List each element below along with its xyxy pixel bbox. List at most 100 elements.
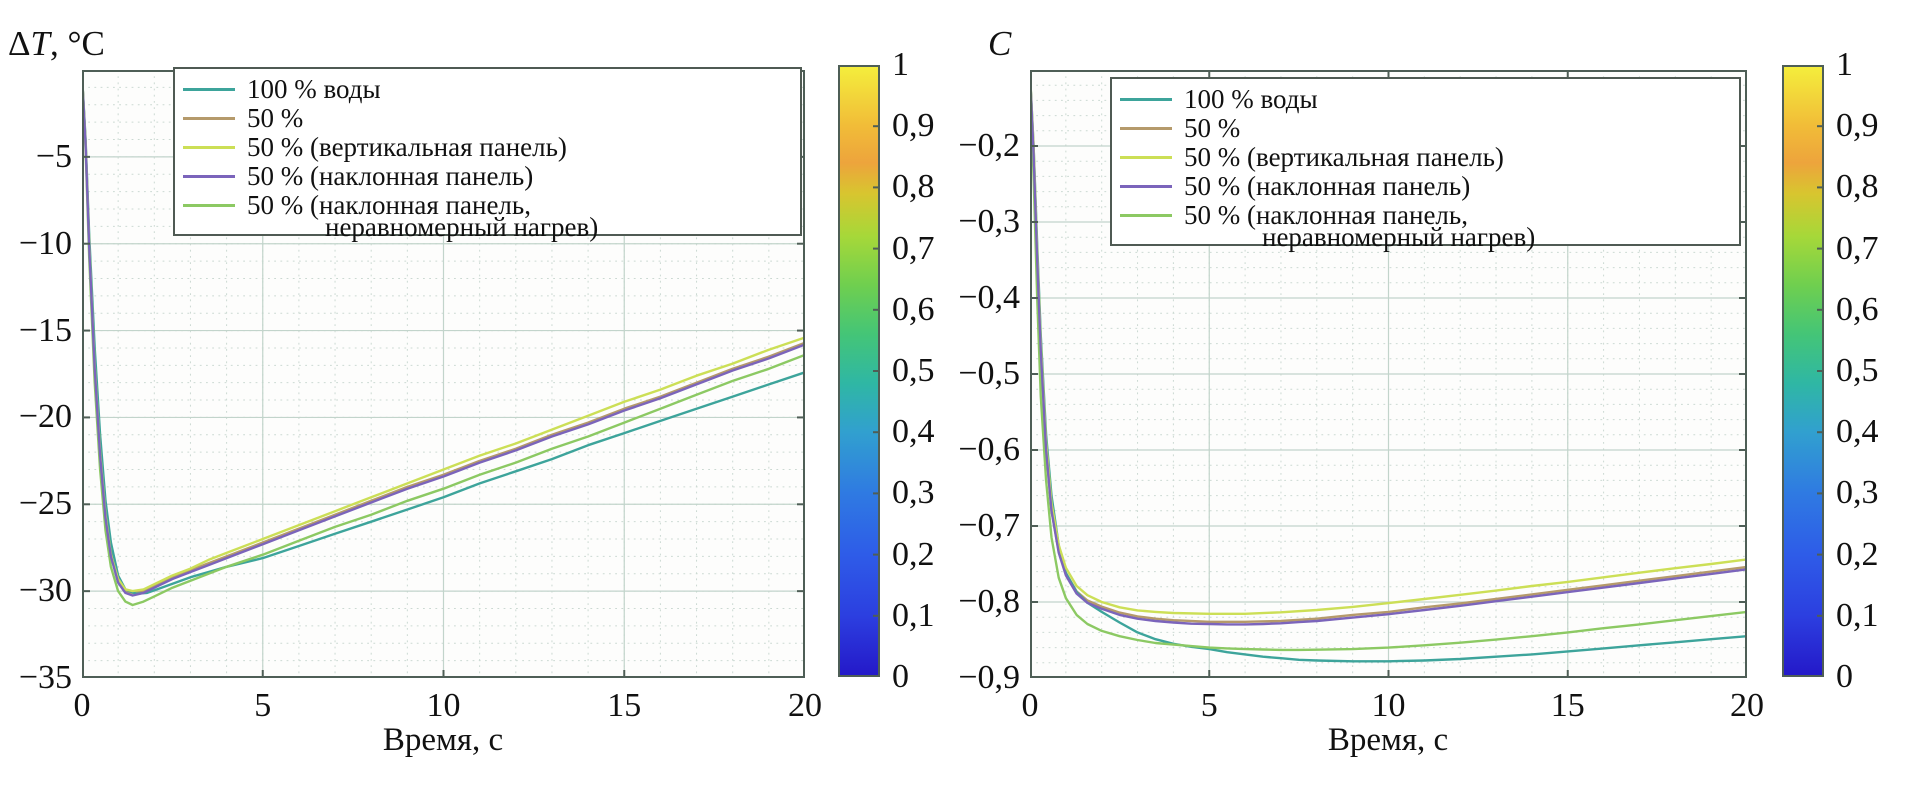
chart-2-y-axis-title-symbol: C (988, 24, 1012, 63)
legend-entry: 100 % воды (183, 75, 790, 104)
legend-label-line1: 50 % (наклонная панель, (247, 190, 531, 220)
colorbar-tick-label: 0,3 (1836, 474, 1879, 512)
y-tick-label: −15 (18, 311, 72, 349)
legend-line-sample (183, 88, 235, 91)
legend-label: 50 % (247, 103, 304, 133)
legend-label: 50 % (наклонная панель, неравномерный наг… (247, 190, 599, 242)
legend-line-sample (1120, 185, 1172, 188)
legend-entry: 50 % (1120, 114, 1729, 143)
chart-1-colorbar (838, 65, 880, 677)
legend-label: 50 % (вертикальная панель) (247, 132, 567, 162)
x-tick-label: 0 (1021, 687, 1039, 724)
colorbar-tick-label: 0,9 (892, 107, 935, 145)
y-tick-label: −0,8 (958, 583, 1020, 620)
x-tick-label: 20 (1730, 687, 1764, 724)
colorbar-tick-label: 0,8 (892, 168, 935, 206)
legend-line-sample (183, 175, 235, 178)
x-tick-label: 10 (1371, 687, 1406, 724)
y-tick-label: −30 (18, 572, 72, 610)
legend-label: 50 % (наклонная панель) (247, 161, 534, 191)
y-tick-label: −0,4 (958, 279, 1020, 316)
legend-line-sample (1120, 214, 1172, 217)
series-line (82, 74, 805, 595)
legend-line-sample (1120, 98, 1172, 101)
colorbar-tick-label: 0,2 (1836, 535, 1879, 573)
colorbar-tick-label: 0,9 (1836, 107, 1879, 145)
colorbar-tick-label: 0,7 (892, 229, 935, 267)
x-tick-label: 15 (607, 687, 642, 724)
x-tick-label: 20 (788, 687, 822, 724)
colorbar-tick-label: 0,8 (1836, 168, 1879, 206)
legend-line-sample (1120, 127, 1172, 130)
chart-1-y-axis-title-suffix: , °C (49, 24, 105, 63)
legend-entry: 50 % (наклонная панель) (183, 162, 790, 191)
colorbar-tick-label: 0,4 (892, 413, 935, 451)
y-tick-label: −25 (18, 485, 72, 523)
colorbar-tick-label: 1 (1836, 46, 1853, 83)
colorbar-tick-label: 0,4 (1836, 413, 1879, 451)
y-tick-label: −0,9 (958, 659, 1020, 696)
legend-entry: 50 % (наклонная панель, неравномерный наг… (183, 190, 790, 242)
y-tick-label: −0,5 (958, 355, 1020, 392)
chart-2-plot-area (1030, 70, 1747, 678)
chart-2-x-axis-title: Время, с (1327, 722, 1449, 758)
legend-entry: 100 % воды (1120, 85, 1729, 114)
y-tick-label: −5 (35, 137, 72, 175)
colorbar-tick-label: 0,5 (1836, 352, 1879, 389)
colorbar-tick-label: 0 (1836, 658, 1853, 695)
colorbar-tick-label: 0 (892, 658, 909, 695)
colorbar-tick-label: 0,1 (892, 596, 935, 634)
series-line (1030, 72, 1747, 652)
colorbar-tick-label: 1 (892, 46, 909, 83)
legend-line-sample (183, 204, 235, 207)
y-tick-label: −0,3 (958, 203, 1020, 240)
legend-label: 100 % воды (1184, 84, 1318, 114)
y-tick-label: −35 (18, 659, 72, 696)
legend-line-sample (1120, 156, 1172, 159)
chart-2-colorbar (1782, 65, 1824, 677)
x-tick-label: 5 (1200, 687, 1218, 724)
legend-entry: 50 % (наклонная панель) (1120, 172, 1729, 201)
chart-1-y-axis-title: ΔT, °C (8, 24, 105, 64)
chart-1-x-axis-title: Время, с (382, 722, 504, 758)
series-line (82, 74, 805, 597)
legend-label-line1: 50 % (наклонная панель, (1184, 200, 1468, 230)
chart-1-y-axis-title-prefix: Δ (8, 24, 31, 63)
x-tick-label: 10 (426, 687, 461, 724)
y-tick-label: −20 (18, 398, 72, 436)
chart-2-y-axis-title: C (988, 24, 1011, 64)
legend-label: 100 % воды (247, 74, 381, 104)
x-tick-label: 0 (73, 687, 91, 724)
chart-2-legend: 100 % воды 50 % 50 % (вертикальная панел… (1110, 77, 1741, 251)
legend-label-line2: неравномерный нагрев) (325, 212, 599, 242)
legend-line-sample (183, 117, 235, 120)
legend-entry: 50 % (вертикальная панель) (1120, 143, 1729, 172)
colorbar-tick-label: 0,6 (892, 290, 935, 328)
colorbar-tick-label: 0,6 (1836, 290, 1879, 328)
legend-label: 50 % (1184, 113, 1241, 143)
y-tick-label: −0,6 (958, 431, 1020, 468)
colorbar-tick-label: 0,7 (1836, 229, 1879, 267)
colorbar-tick-label: 0,5 (892, 352, 935, 389)
legend-label: 50 % (наклонная панель) (1184, 171, 1471, 201)
legend-label: 50 % (вертикальная панель) (1184, 142, 1504, 172)
series-line (82, 74, 805, 607)
legend-line-sample (183, 146, 235, 149)
y-tick-label: −0,2 (958, 127, 1020, 164)
legend-entry: 50 % (наклонная панель, неравномерный наг… (1120, 200, 1729, 252)
legend-entry: 50 % (183, 104, 790, 133)
colorbar-tick-label: 0,3 (892, 474, 935, 512)
colorbar-tick-label: 0,2 (892, 535, 935, 573)
series-line (1030, 72, 1747, 626)
x-tick-label: 5 (254, 687, 272, 724)
legend-entry: 50 % (вертикальная панель) (183, 133, 790, 162)
legend-label-line2: неравномерный нагрев) (1262, 222, 1536, 252)
y-tick-label: −0,7 (958, 507, 1020, 544)
legend-label: 50 % (наклонная панель, неравномерный наг… (1184, 200, 1536, 252)
y-tick-label: −10 (18, 224, 72, 262)
chart-1-y-axis-title-symbol: T (30, 24, 50, 63)
colorbar-tick-label: 0,1 (1836, 596, 1879, 634)
chart-1-legend: 100 % воды 50 % 50 % (вертикальная панел… (173, 67, 802, 241)
x-tick-label: 15 (1550, 687, 1585, 724)
